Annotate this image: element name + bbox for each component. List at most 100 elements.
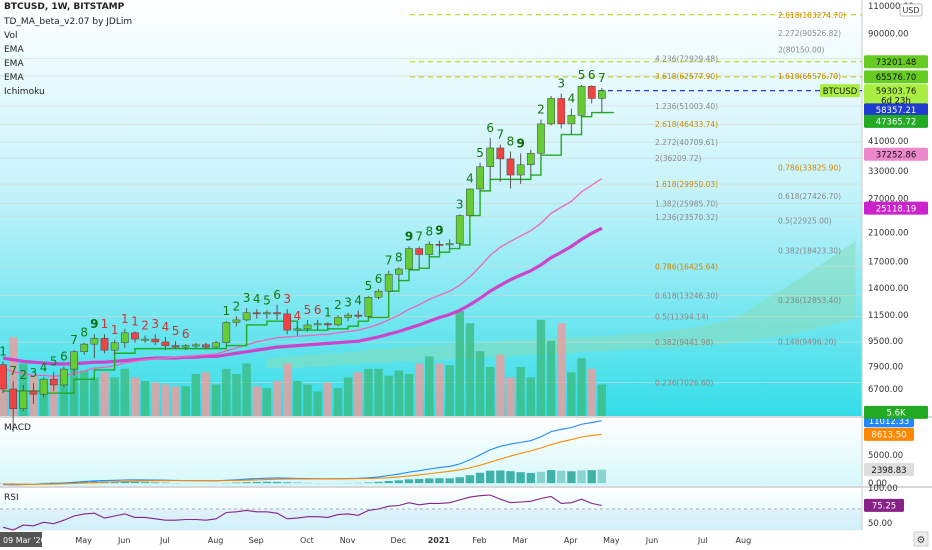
- candle-body[interactable]: [547, 98, 555, 125]
- candle-body[interactable]: [313, 323, 322, 326]
- macd-histogram-bar: [577, 470, 586, 484]
- candle-body[interactable]: [567, 115, 576, 125]
- candle-body[interactable]: [466, 188, 474, 216]
- candle-body[interactable]: [212, 342, 221, 348]
- candle-body[interactable]: [323, 323, 332, 326]
- candle-body[interactable]: [29, 390, 38, 395]
- candle-body[interactable]: [80, 343, 89, 352]
- volume-bar: [59, 372, 69, 416]
- volume-bar: [567, 372, 576, 416]
- candle-body[interactable]: [303, 324, 312, 330]
- candle-body[interactable]: [557, 98, 566, 125]
- candle-body[interactable]: [486, 147, 495, 167]
- candle-body[interactable]: [181, 345, 190, 348]
- candle-body[interactable]: [506, 158, 515, 176]
- candle-body[interactable]: [232, 319, 241, 323]
- candle-body[interactable]: [415, 248, 423, 255]
- indicator-legend-item[interactable]: EMA: [4, 45, 24, 55]
- candle-body[interactable]: [334, 317, 342, 326]
- candle-body[interactable]: [0, 364, 7, 390]
- candle-body[interactable]: [39, 378, 48, 395]
- indicator-legend-item[interactable]: EMA: [4, 73, 24, 83]
- candle-body[interactable]: [374, 290, 383, 298]
- candle-body[interactable]: [273, 312, 281, 315]
- volume-bar: [516, 367, 525, 416]
- candle-body[interactable]: [496, 147, 505, 160]
- candle-body[interactable]: [141, 338, 149, 341]
- candle-body[interactable]: [293, 328, 302, 331]
- candle-body[interactable]: [577, 86, 586, 116]
- indicator-legend-item[interactable]: Ichimoku: [4, 87, 45, 97]
- candle-body[interactable]: [131, 332, 139, 340]
- fib-label: 2(36209.72): [655, 154, 701, 163]
- fib-label: 2.618(103274.70): [778, 11, 846, 20]
- volume-bar: [354, 372, 363, 416]
- td-count-label: 6: [60, 349, 68, 363]
- td-count-label: 2: [334, 298, 342, 312]
- rsi-tick-label: 50.00: [868, 519, 892, 529]
- td-count-label: 3: [243, 291, 251, 305]
- candle-body[interactable]: [516, 164, 525, 176]
- candle-body[interactable]: [587, 86, 596, 99]
- fib-label: 0.5(22925.00): [778, 217, 832, 226]
- candle-body[interactable]: [354, 314, 363, 317]
- candle-body[interactable]: [19, 390, 28, 409]
- candle-body[interactable]: [384, 273, 393, 292]
- candle-body[interactable]: [395, 268, 403, 275]
- macd-histogram-bar: [475, 472, 485, 484]
- candle-body[interactable]: [192, 344, 200, 347]
- symbol-title[interactable]: BTCUSD, 1W, BITSTAMP: [4, 2, 125, 12]
- volume-bar: [394, 370, 404, 416]
- candle-body[interactable]: [252, 312, 261, 315]
- td-count-label: 3: [456, 197, 464, 211]
- currency-badge[interactable]: [899, 3, 923, 17]
- candle-body[interactable]: [171, 345, 180, 348]
- candle-body[interactable]: [242, 312, 251, 321]
- settings-gear-icon[interactable]: [913, 531, 929, 547]
- macd-histogram-bar: [80, 481, 89, 484]
- candle-body[interactable]: [344, 314, 352, 318]
- price-badge: [864, 103, 928, 117]
- time-axis-background[interactable]: [0, 531, 932, 550]
- candle-body[interactable]: [455, 215, 464, 244]
- candle-body[interactable]: [120, 332, 129, 343]
- candle-body[interactable]: [526, 153, 535, 165]
- candle-body[interactable]: [60, 368, 68, 386]
- td-count-label: 7: [385, 254, 393, 268]
- macd-histogram-bar: [384, 481, 393, 484]
- td-count-label: 5: [304, 303, 312, 317]
- candle-body[interactable]: [263, 312, 271, 315]
- candle-body[interactable]: [445, 243, 454, 246]
- candle-body[interactable]: [598, 90, 606, 99]
- candle-body[interactable]: [222, 322, 231, 343]
- candle-body[interactable]: [435, 243, 444, 246]
- candle-body[interactable]: [161, 341, 170, 346]
- time-axis-label: Mar: [513, 536, 529, 545]
- candle-body[interactable]: [9, 388, 17, 409]
- macd-histogram-bar: [435, 478, 444, 484]
- candle-body[interactable]: [110, 342, 119, 351]
- indicator-legend-item[interactable]: TD_MA_beta_v2.07 by JDLim: [4, 17, 133, 27]
- td-count-label: 9: [516, 136, 524, 150]
- macd-histogram-bar: [272, 481, 282, 484]
- candle-body[interactable]: [202, 344, 210, 348]
- volume-bar: [384, 375, 393, 416]
- candle-body[interactable]: [405, 248, 413, 270]
- indicator-legend-item[interactable]: EMA: [4, 59, 24, 69]
- macd-histogram-bar: [49, 482, 58, 484]
- indicator-legend-item[interactable]: Vol: [4, 31, 18, 41]
- candle-body[interactable]: [364, 296, 373, 317]
- candle-body[interactable]: [90, 338, 99, 345]
- td-count-label: 3: [151, 317, 159, 331]
- candle-body[interactable]: [425, 243, 434, 255]
- macd-histogram-bar: [597, 469, 607, 484]
- candle-body[interactable]: [49, 378, 58, 386]
- candle-body[interactable]: [100, 338, 109, 351]
- price-badge-label: 5.6K: [886, 409, 906, 419]
- candle-body[interactable]: [70, 351, 78, 370]
- candle-body[interactable]: [151, 338, 160, 343]
- candle-body[interactable]: [537, 123, 545, 154]
- candle-body[interactable]: [476, 166, 484, 190]
- candle-body[interactable]: [283, 313, 292, 331]
